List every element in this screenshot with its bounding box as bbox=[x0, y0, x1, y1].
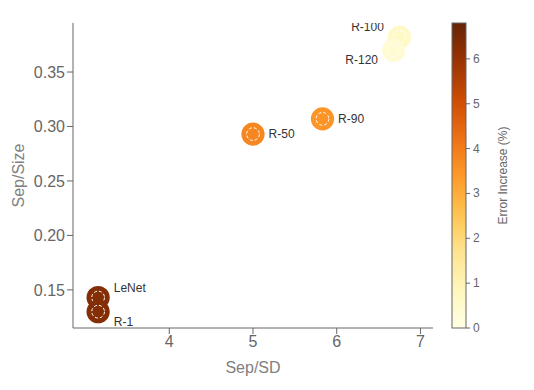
svg-text:0.20: 0.20 bbox=[34, 227, 65, 244]
svg-text:Sep/Size: Sep/Size bbox=[10, 143, 27, 207]
svg-text:5: 5 bbox=[249, 333, 258, 350]
svg-text:R-100: R-100 bbox=[351, 23, 384, 34]
svg-text:0.30: 0.30 bbox=[34, 118, 65, 135]
svg-text:1: 1 bbox=[473, 276, 480, 290]
svg-text:R-120: R-120 bbox=[345, 53, 378, 67]
svg-text:0.15: 0.15 bbox=[34, 282, 65, 299]
svg-text:LeNet: LeNet bbox=[114, 281, 147, 295]
svg-text:R-1: R-1 bbox=[114, 315, 134, 328]
svg-text:4: 4 bbox=[165, 333, 174, 350]
svg-text:5: 5 bbox=[473, 97, 480, 111]
svg-text:Sep/SD: Sep/SD bbox=[225, 359, 280, 376]
svg-text:6: 6 bbox=[473, 52, 480, 66]
svg-text:R-50: R-50 bbox=[269, 127, 295, 141]
svg-text:0: 0 bbox=[473, 321, 480, 335]
svg-text:6: 6 bbox=[332, 333, 341, 350]
svg-text:4: 4 bbox=[473, 142, 480, 156]
svg-text:3: 3 bbox=[473, 186, 480, 200]
svg-text:R-90: R-90 bbox=[338, 112, 364, 126]
svg-text:0.25: 0.25 bbox=[34, 173, 65, 190]
svg-text:2: 2 bbox=[473, 231, 480, 245]
svg-text:Error Increase (%): Error Increase (%) bbox=[496, 126, 510, 224]
svg-text:7: 7 bbox=[416, 333, 425, 350]
svg-text:0.35: 0.35 bbox=[34, 64, 65, 81]
